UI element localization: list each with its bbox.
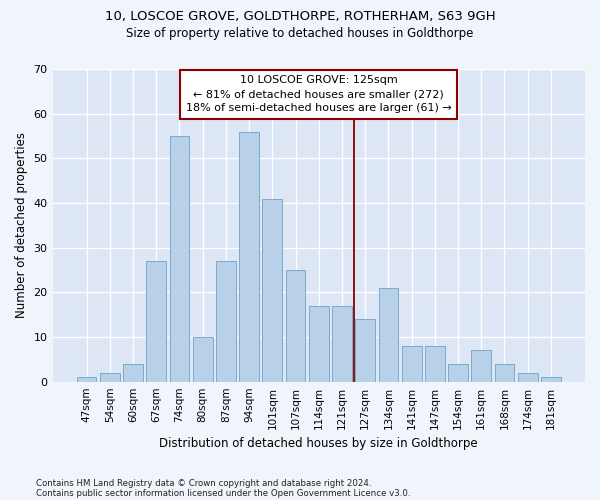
Bar — [239, 132, 259, 382]
Bar — [541, 377, 561, 382]
Bar — [286, 270, 305, 382]
Bar — [355, 319, 375, 382]
Bar — [518, 372, 538, 382]
Bar — [216, 261, 236, 382]
Text: 10 LOSCOE GROVE: 125sqm
← 81% of detached houses are smaller (272)
18% of semi-d: 10 LOSCOE GROVE: 125sqm ← 81% of detache… — [186, 76, 452, 114]
Bar — [494, 364, 514, 382]
Bar — [100, 372, 119, 382]
Bar — [193, 337, 212, 382]
Bar — [472, 350, 491, 382]
Bar — [262, 198, 282, 382]
Bar — [77, 377, 97, 382]
Bar — [123, 364, 143, 382]
Bar — [425, 346, 445, 382]
Text: Size of property relative to detached houses in Goldthorpe: Size of property relative to detached ho… — [127, 28, 473, 40]
Y-axis label: Number of detached properties: Number of detached properties — [15, 132, 28, 318]
Text: Contains HM Land Registry data © Crown copyright and database right 2024.: Contains HM Land Registry data © Crown c… — [36, 478, 371, 488]
Bar — [379, 288, 398, 382]
Bar — [146, 261, 166, 382]
Bar — [402, 346, 422, 382]
Text: Contains public sector information licensed under the Open Government Licence v3: Contains public sector information licen… — [36, 488, 410, 498]
Bar — [332, 306, 352, 382]
Bar — [309, 306, 329, 382]
X-axis label: Distribution of detached houses by size in Goldthorpe: Distribution of detached houses by size … — [160, 437, 478, 450]
Text: 10, LOSCOE GROVE, GOLDTHORPE, ROTHERHAM, S63 9GH: 10, LOSCOE GROVE, GOLDTHORPE, ROTHERHAM,… — [104, 10, 496, 23]
Bar — [448, 364, 468, 382]
Bar — [170, 136, 190, 382]
